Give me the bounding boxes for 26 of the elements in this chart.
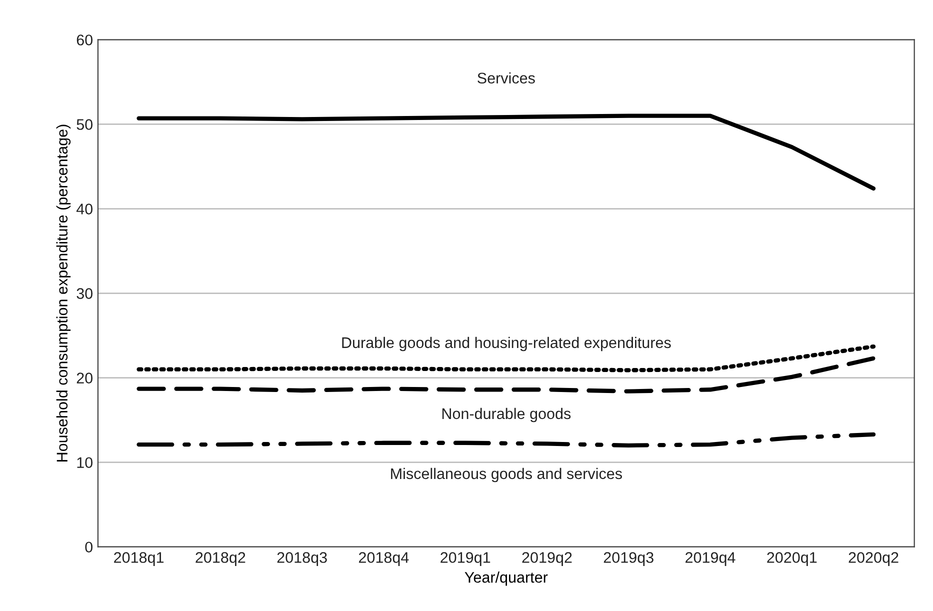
x-tick-label: 2018q3: [277, 552, 327, 566]
y-tick-label: 10: [77, 457, 93, 468]
y-tick-label: 50: [76, 119, 93, 130]
y-tick-label: 20: [76, 372, 93, 384]
x-tick-label: 2018q4: [358, 552, 409, 566]
x-tick-label: 2020q1: [767, 552, 817, 566]
x-tick-label: 2018q1: [114, 552, 164, 566]
x-axis-title: Year/quarter: [464, 572, 548, 586]
x-tick-label: 2019q2: [522, 552, 572, 566]
text: Services: [478, 72, 535, 84]
y-axis-title: Household consumption expenditure (percentage): [56, 124, 71, 462]
line-series: [136, 432, 876, 448]
x-tick-label: 2018q2: [196, 552, 246, 566]
x-tick-label: 2020q2: [848, 552, 898, 566]
x-tick-label: 2019q1: [440, 552, 490, 566]
y-tick-label: 40: [76, 204, 93, 214]
y-tick-label: 0: [85, 542, 93, 553]
line-series: [136, 114, 876, 191]
series-label: Durable goods and housing-related expenditures: [342, 336, 671, 352]
y-tick-label: 30: [76, 288, 93, 299]
x-tick-label: 2019q4: [686, 552, 736, 566]
x-tick-label: 2019q3: [604, 552, 654, 566]
line-series: [136, 356, 876, 394]
y-tick-label: 60: [76, 34, 93, 46]
series-label: Non-durable goods: [442, 408, 571, 422]
series-label: Miscellaneous goods and services: [391, 468, 622, 482]
